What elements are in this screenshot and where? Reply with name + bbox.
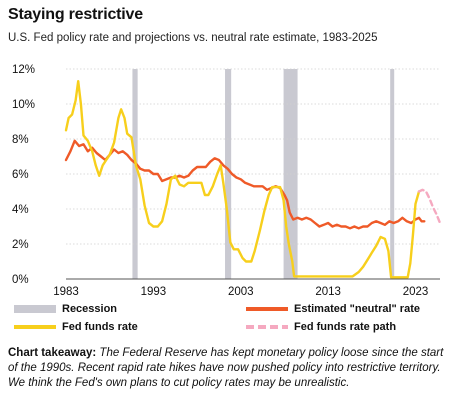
recession-band-0 [132,69,138,279]
y-tick-label: 10% [12,99,35,111]
takeaway-text: The Federal Reserve has kept monetary po… [8,347,444,389]
y-tick-label: 2% [12,239,29,251]
y-tick-label: 6% [12,169,29,181]
chart-title: Staying restrictive [8,6,143,23]
x-tick-label: 2003 [228,286,254,298]
x-tick-label: 1993 [141,286,167,298]
series-line-path [417,188,442,225]
y-tick-label: 8% [12,134,29,146]
y-tick-label: 12% [12,64,35,76]
series-line-funds [64,80,421,279]
y-tick-label: 4% [12,204,29,216]
x-tick-label: 2013 [315,286,341,298]
x-tick-label: 1983 [53,286,79,298]
takeaway-label: Chart takeaway: [8,347,97,359]
x-tick-label: 2023 [403,286,429,298]
chart-takeaway: Chart takeaway: The Federal Reserve has … [8,346,448,391]
y-tick-label: 0% [12,274,29,286]
line-chart: 0% 2% 4% 6% 8% 10% 12% 1983 1993 2003 2013 2023 [12,64,442,298]
chart-subtitle: U.S. Fed policy rate and projections vs.… [8,32,378,44]
series-line-neutral [64,139,426,230]
